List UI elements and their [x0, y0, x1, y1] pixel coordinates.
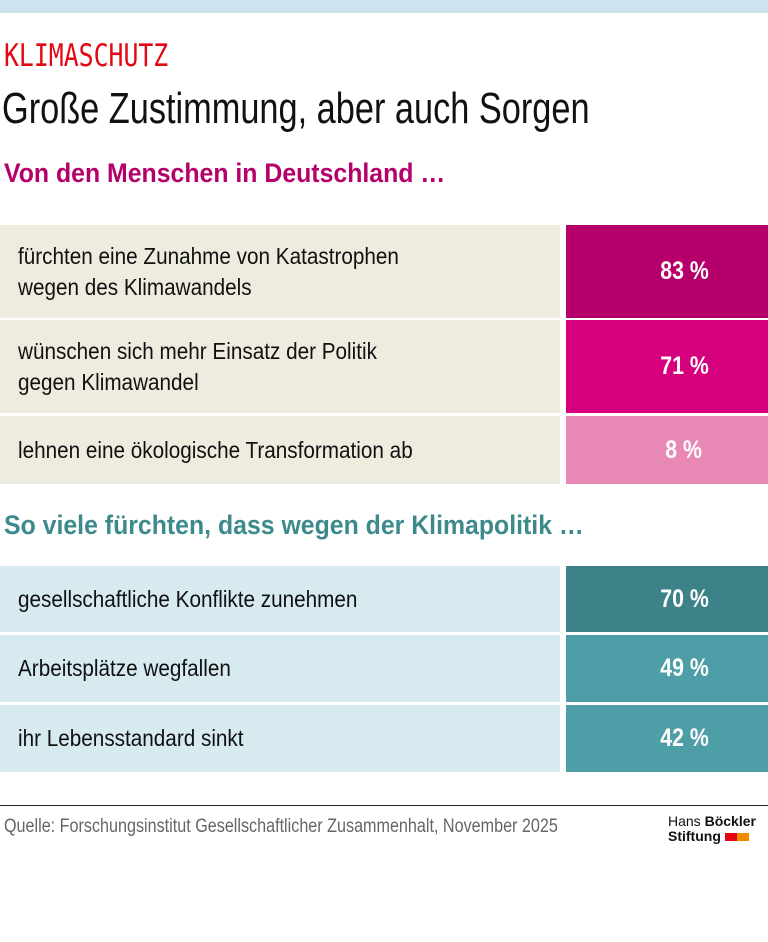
value-label: 49 % [659, 654, 709, 682]
row-label-text: gesellschaftliche Konflikte zunehmen [18, 585, 358, 612]
row-label: lehnen eine ökologische Transformation a… [0, 416, 560, 484]
value-box: 83 % [566, 225, 768, 318]
logo-text: Stiftung [668, 828, 721, 844]
value-box: 71 % [566, 320, 768, 413]
table-row: Arbeitsplätze wegfallen 49 % [0, 635, 768, 702]
row-label-text: Arbeitsplätze wegfallen [18, 655, 231, 681]
row-label-text: fürchten eine Zunahme von Katastrophen w… [18, 242, 399, 300]
source-note: Quelle: Forschungsinstitut Gesellschaftl… [4, 816, 558, 837]
table-row: ihr Lebensstandard sinkt 42 % [0, 705, 768, 772]
row-label: fürchten eine Zunahme von Katastrophen w… [0, 225, 560, 318]
logo-red-bar [724, 833, 737, 841]
value-box: 8 % [566, 416, 768, 484]
group-2-title: So viele fürchten, dass wegen der Klimap… [4, 510, 584, 540]
value-box: 42 % [566, 705, 768, 772]
divider [0, 805, 768, 806]
value-label: 71 % [659, 352, 709, 380]
row-label-text: lehnen eine ökologische Transformation a… [18, 436, 413, 463]
logo-text: Hans [668, 813, 701, 829]
row-label-text: ihr Lebensstandard sinkt [18, 725, 244, 751]
table-row: gesellschaftliche Konflikte zunehmen 70 % [0, 566, 768, 632]
table-row: wünschen sich mehr Einsatz der Politik g… [0, 320, 768, 413]
value-label: 83 % [659, 257, 709, 285]
value-label: 8 % [665, 435, 703, 464]
table-row: fürchten eine Zunahme von Katastrophen w… [0, 225, 768, 318]
value-box: 49 % [566, 635, 768, 702]
hans-boeckler-logo: Hans Böckler Stiftung [668, 814, 756, 844]
logo-text: Böckler [704, 813, 756, 829]
row-label: Arbeitsplätze wegfallen [0, 635, 560, 702]
kicker: KLIMASCHUTZ [4, 38, 169, 74]
row-label: wünschen sich mehr Einsatz der Politik g… [0, 320, 560, 413]
row-label: gesellschaftliche Konflikte zunehmen [0, 566, 560, 632]
value-label: 70 % [659, 584, 709, 613]
row-label-text: wünschen sich mehr Einsatz der Politik g… [18, 337, 377, 395]
row-label: ihr Lebensstandard sinkt [0, 705, 560, 772]
table-row: lehnen eine ökologische Transformation a… [0, 416, 768, 484]
headline: Große Zustimmung, aber auch Sorgen [2, 84, 590, 133]
group-1-title: Von den Menschen in Deutschland … [4, 158, 446, 188]
value-box: 70 % [566, 566, 768, 632]
logo-orange-bar [736, 833, 749, 841]
value-label: 42 % [659, 724, 709, 752]
top-band [0, 0, 768, 13]
